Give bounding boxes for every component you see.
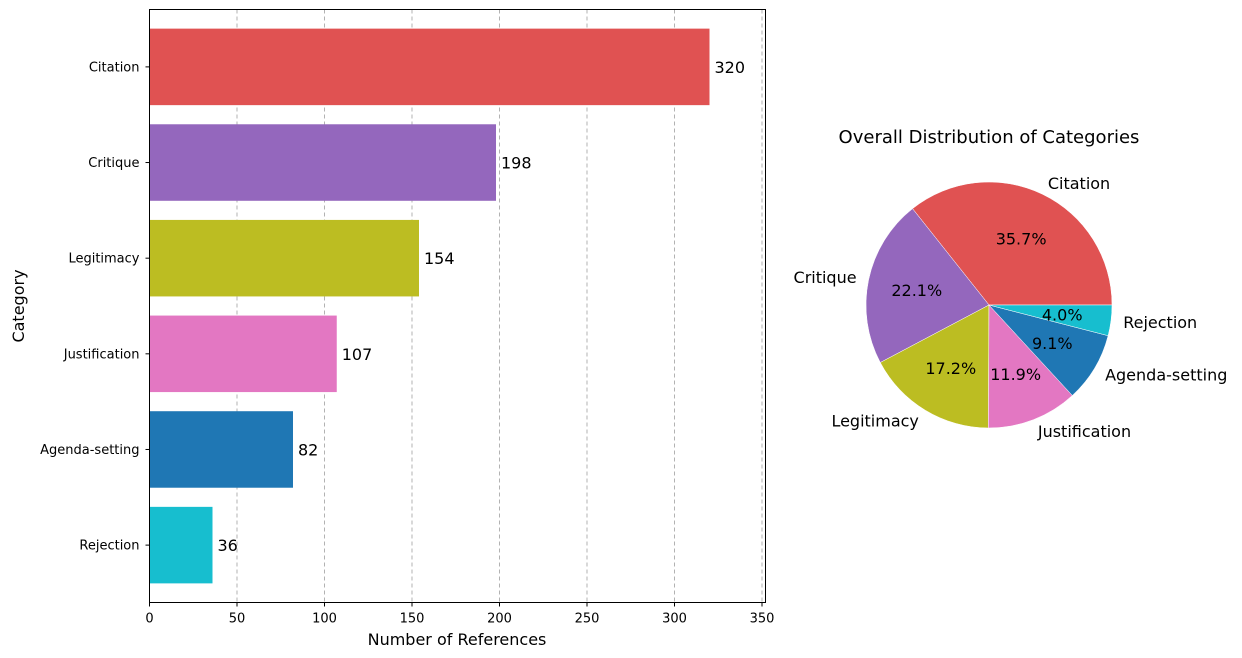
y-tick-label: Rejection bbox=[79, 539, 139, 554]
bar-agenda-setting bbox=[149, 411, 293, 488]
pie-slice-legitimacy bbox=[879, 304, 990, 429]
bar-rejection bbox=[149, 506, 213, 584]
pie-label: Justification bbox=[1037, 422, 1131, 441]
pie-label: Critique bbox=[794, 268, 857, 287]
bar-value-label: 198 bbox=[501, 154, 532, 173]
x-tick-label: 50 bbox=[229, 612, 246, 627]
bar-x-ticks: 0 50 100 150 200 250 300 350 bbox=[145, 602, 775, 627]
x-tick-label: 350 bbox=[750, 612, 775, 627]
x-tick-label: 200 bbox=[487, 612, 512, 627]
x-tick-label: 0 bbox=[145, 612, 153, 627]
pie-labels: Citation Critique Legitimacy Justification A… bbox=[794, 174, 1228, 441]
bar-value-labels: 320 198 154 107 82 36 bbox=[218, 58, 746, 555]
bar-bars bbox=[149, 28, 710, 584]
pie-title: Overall Distribution of Categories bbox=[839, 127, 1140, 148]
x-tick-label: 300 bbox=[662, 612, 687, 627]
bar-value-label: 82 bbox=[298, 440, 318, 459]
bar-value-label: 154 bbox=[424, 249, 455, 268]
bar-y-ticks: Citation Critique Legitimacy Justification A… bbox=[40, 60, 150, 554]
pie-label: Agenda-setting bbox=[1105, 365, 1227, 384]
bar-value-label: 36 bbox=[218, 536, 238, 555]
y-tick-label: Legitimacy bbox=[68, 252, 139, 267]
pie-percent-labels: 35.7% 22.1% 17.2% 11.9% 9.1% 4.0% bbox=[891, 230, 1082, 384]
y-tick-label: Agenda-setting bbox=[40, 443, 139, 458]
pie-percent-label: 22.1% bbox=[891, 281, 942, 300]
x-tick-label: 100 bbox=[312, 612, 337, 627]
pie-percent-label: 11.9% bbox=[990, 365, 1041, 384]
x-axis-label: Number of References bbox=[368, 630, 547, 649]
y-axis-label: Category bbox=[9, 269, 28, 342]
bar-citation bbox=[149, 28, 710, 106]
y-tick-label: Citation bbox=[89, 60, 140, 75]
bar-chart: 0 50 100 150 200 250 300 350 Citation Critique Le… bbox=[9, 9, 775, 649]
bar-value-label: 107 bbox=[342, 345, 373, 364]
pie-percent-label: 9.1% bbox=[1032, 334, 1073, 353]
bar-justification bbox=[149, 315, 337, 393]
pie-slices bbox=[865, 181, 1113, 429]
y-tick-label: Justification bbox=[63, 347, 140, 362]
bar-legitimacy bbox=[149, 219, 419, 297]
pie-label: Rejection bbox=[1123, 313, 1197, 332]
x-tick-label: 250 bbox=[575, 612, 600, 627]
y-tick-label: Critique bbox=[88, 156, 139, 171]
pie-percent-label: 35.7% bbox=[996, 230, 1047, 249]
pie-slice-citation bbox=[912, 181, 1113, 306]
x-tick-label: 150 bbox=[400, 612, 425, 627]
pie-slice-critique bbox=[865, 208, 990, 363]
bar-critique bbox=[149, 124, 496, 201]
pie-slice-rejection bbox=[988, 304, 1113, 336]
pie-label: Legitimacy bbox=[831, 412, 918, 431]
bar-grid bbox=[149, 9, 763, 603]
bar-plot-frame bbox=[149, 9, 766, 603]
pie-chart: Overall Distribution of Categories Citat… bbox=[794, 127, 1228, 441]
pie-slice-justification bbox=[988, 304, 1073, 429]
bar-value-label: 320 bbox=[715, 58, 746, 77]
pie-percent-label: 17.2% bbox=[925, 359, 976, 378]
pie-percent-label: 4.0% bbox=[1042, 305, 1083, 324]
pie-label: Citation bbox=[1048, 174, 1110, 193]
